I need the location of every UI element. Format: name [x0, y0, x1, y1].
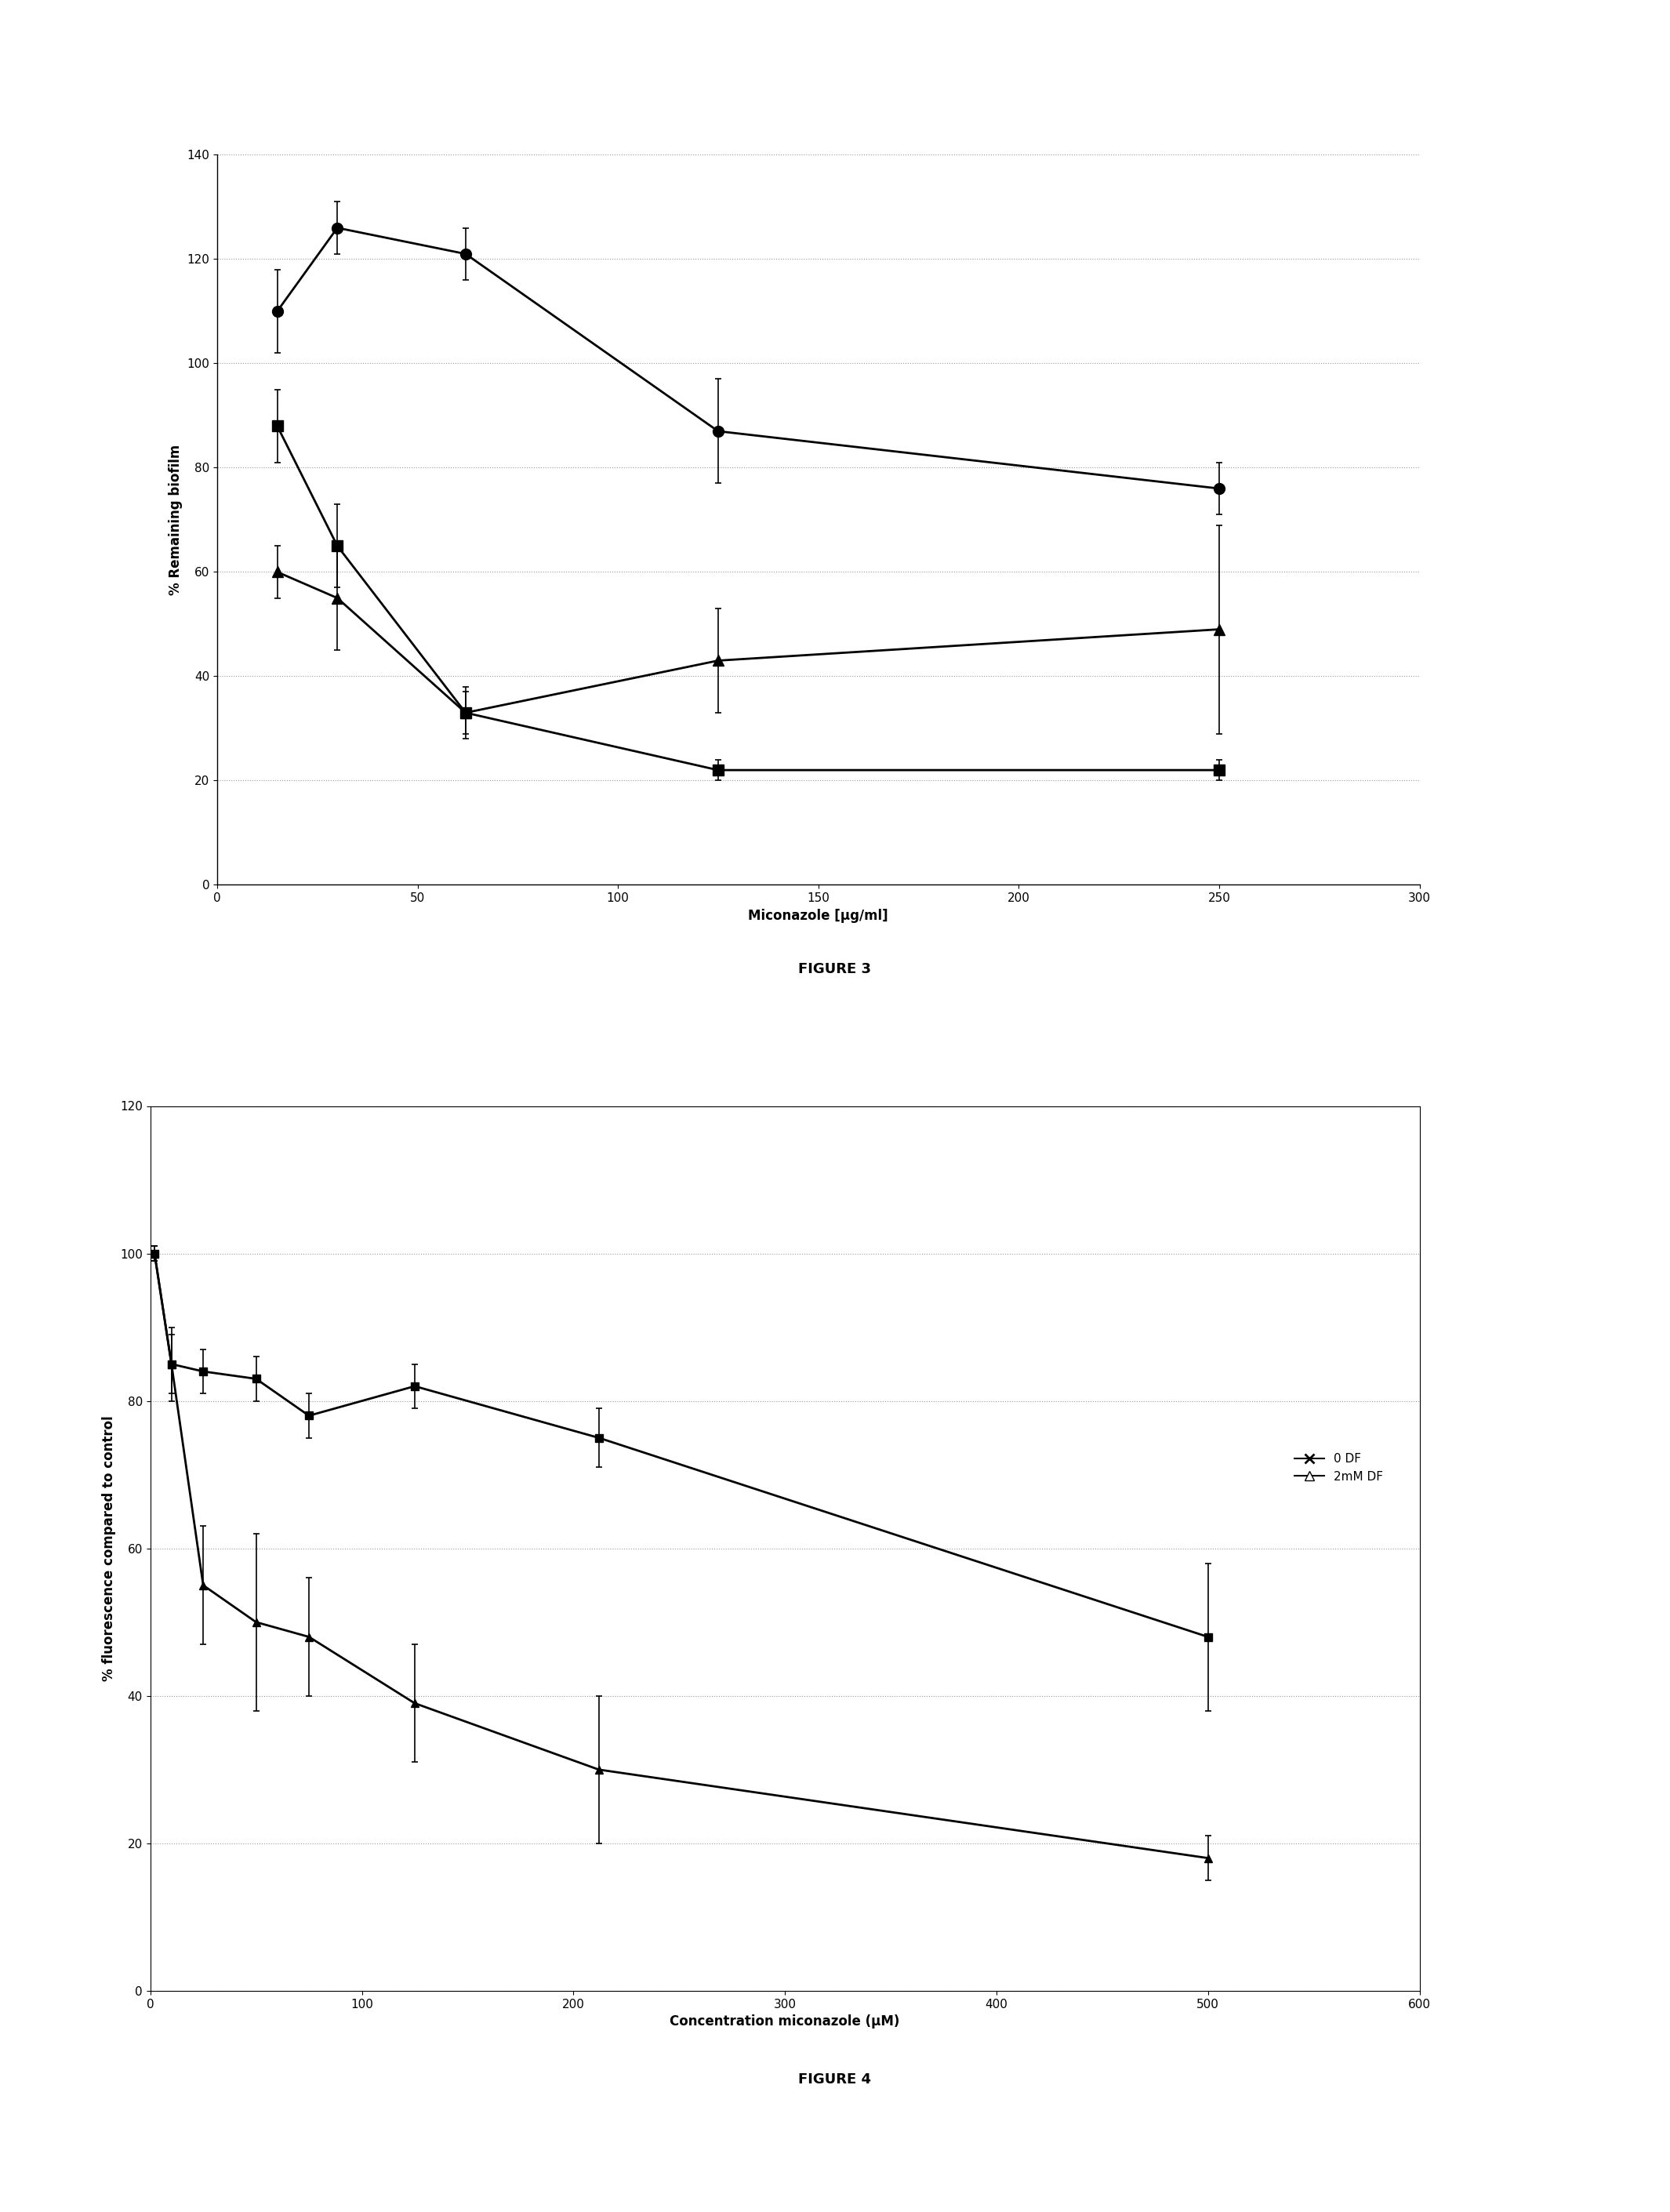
- Y-axis label: % fluorescence compared to control: % fluorescence compared to control: [102, 1416, 115, 1681]
- Legend: 0 DF, 2mM DF: 0 DF, 2mM DF: [1289, 1449, 1388, 1486]
- X-axis label: Concentration miconazole (μM): Concentration miconazole (μM): [670, 2015, 900, 2028]
- Y-axis label: % Remaining biofilm: % Remaining biofilm: [169, 445, 182, 595]
- X-axis label: Miconazole [µg/ml]: Miconazole [µg/ml]: [748, 909, 888, 922]
- Text: FIGURE 3: FIGURE 3: [798, 962, 872, 975]
- Text: FIGURE 4: FIGURE 4: [798, 2073, 872, 2086]
